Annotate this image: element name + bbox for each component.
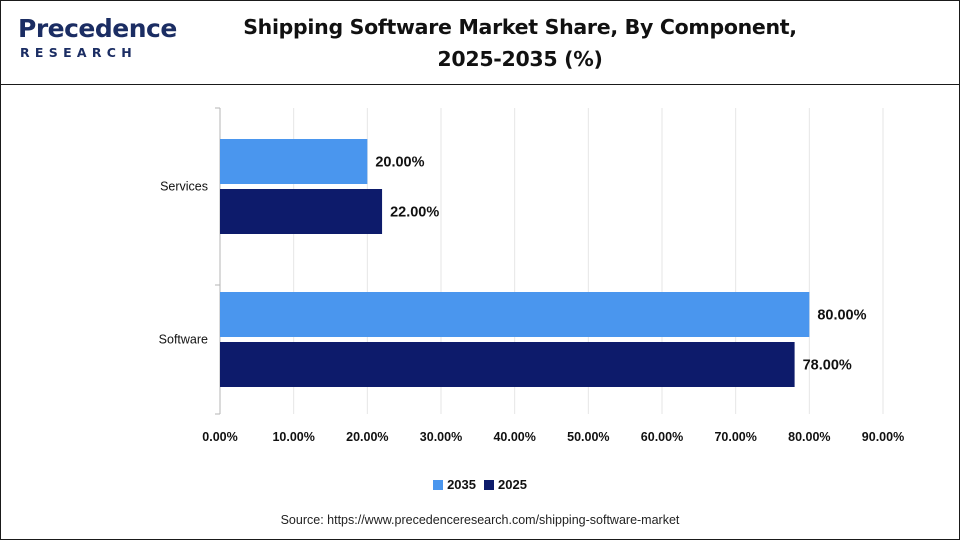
legend-label: 2025 — [498, 477, 527, 492]
x-tick-label: 10.00% — [272, 430, 314, 444]
x-tick-label: 40.00% — [493, 430, 535, 444]
x-tick-label: 80.00% — [788, 430, 830, 444]
x-tick-label: 0.00% — [202, 430, 237, 444]
chart-title-line2: 2025-2035 (%) — [437, 47, 603, 71]
x-tick-label: 90.00% — [862, 430, 904, 444]
x-tick-labels: 0.00% 10.00% 20.00% 30.00% 40.00% 50.00% 60.00… — [202, 430, 904, 444]
category-label: Software — [159, 333, 208, 347]
category-labels: Services Software — [159, 180, 208, 347]
bar — [220, 139, 368, 184]
x-tick-label: 30.00% — [420, 430, 462, 444]
data-label: 78.00% — [803, 358, 852, 374]
legend-item: 2035 — [433, 477, 476, 492]
x-tick-label: 20.00% — [346, 430, 388, 444]
bar — [220, 342, 795, 387]
precedence-research-logo: Precedence RESEARCH — [18, 14, 177, 64]
bar — [220, 292, 810, 337]
bars: 20.00% 22.00% 80.00% 78.00% — [220, 139, 867, 387]
x-tick-label: 50.00% — [567, 430, 609, 444]
data-label: 22.00% — [390, 205, 439, 221]
legend-item: 2025 — [484, 477, 527, 492]
legend-swatch — [433, 479, 444, 490]
bar-chart: 20.00% 22.00% 80.00% 78.00% Services Softwar… — [159, 107, 904, 444]
legend: 2035 2025 — [0, 477, 960, 493]
x-tick-label: 60.00% — [641, 430, 683, 444]
data-label: 80.00% — [817, 308, 866, 324]
y-axis — [215, 107, 221, 415]
chart-title: Shipping Software Market Share, By Compo… — [240, 11, 800, 75]
x-tick-label: 70.00% — [714, 430, 756, 444]
chart-title-line1: Shipping Software Market Share, By Compo… — [243, 15, 797, 39]
logo-subtitle: RESEARCH — [20, 45, 138, 60]
source-note: Source: https://www.precedenceresearch.c… — [280, 513, 680, 527]
bar — [220, 189, 383, 234]
category-label: Services — [160, 180, 208, 194]
data-label: 20.00% — [375, 155, 424, 171]
header: Precedence RESEARCH Shipping Software Ma… — [0, 0, 960, 85]
logo-wordmark: Precedence — [18, 14, 177, 43]
legend-swatch — [484, 479, 494, 490]
legend-label: 2035 — [447, 477, 476, 492]
